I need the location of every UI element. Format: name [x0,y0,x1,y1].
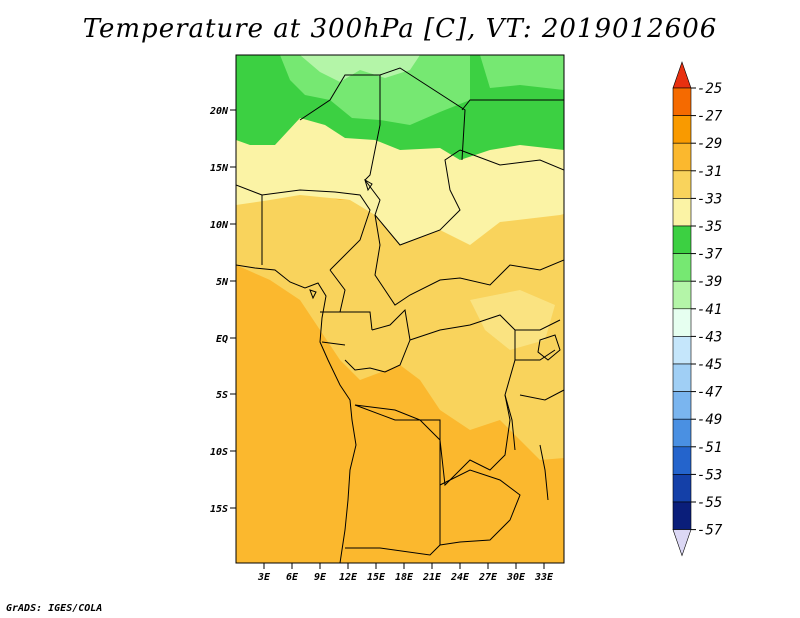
colorbar-segment [672,280,692,310]
border-libya [379,67,466,161]
colorbar-label: -43 [697,329,722,345]
border-sudan [459,99,564,171]
island-bioko [309,289,317,300]
field-yellow-mid [236,200,564,460]
colorbar-tip-bottom [672,529,692,557]
border-drc [354,314,516,487]
field-yellow-mid-2 [236,185,350,265]
lon-label: 18E [395,572,414,583]
border-congo [344,308,411,373]
lon-label: 27E [478,572,498,583]
lon-label: 21E [422,572,442,583]
field-green-mid-east [480,55,564,90]
lat-label: EQ [216,334,228,345]
lon-label: 33E [534,572,554,583]
coastline [236,264,357,563]
lake-malawi [539,444,549,501]
colorbar-segment [672,170,692,199]
colorbar: -25 -27 -29 -31 -33 -35 -37 -39 -41 -43 -45 -47 -49 -… [672,61,723,557]
lake-victoria [537,334,561,361]
lon-label: 24E [450,572,470,583]
colorbar-label: -29 [697,136,722,152]
lake-tanganyika [504,394,516,451]
field-yellow-light-east [470,290,555,350]
lon-label: 30E [506,572,526,583]
lat-label: 10S [210,447,228,458]
colorbar-segment [672,87,692,116]
footer-credit: GrADS: IGES/COLA [6,603,103,614]
lon-label: 12E [339,572,358,583]
lat-label: 15N [210,163,229,174]
lat-label: 5S [216,390,228,401]
lat-label: 5N [216,277,229,288]
border-zambia [439,469,521,546]
colorbar-segment [672,225,692,254]
colorbar-segment [672,418,692,448]
colorbar-segment [672,363,692,392]
colorbar-segment [672,391,692,420]
lat-label: 20N [209,106,229,117]
colorbar-label: -25 [697,81,722,97]
colorbar-segment [672,474,692,503]
lat-label: 15S [210,504,228,515]
map-frame [235,54,565,564]
colorbar-segment [672,115,692,144]
colorbar-label: -33 [697,191,722,207]
lon-label: 3E [257,572,271,583]
border-chad [364,149,461,246]
colorbar-segment [672,501,692,530]
colorbar-label: -31 [697,164,722,180]
colorbar-label: -45 [697,357,722,373]
map-title: Temperature at 300hPa [C], VT: 201901260… [82,14,718,44]
border-car [374,214,564,306]
lon-label: 9E [314,572,327,583]
temperature-field [236,55,564,563]
colorbar-label: -49 [697,412,722,428]
colorbar-segment [672,198,692,227]
colorbar-segment [672,308,692,337]
colorbar-label: -47 [697,385,723,401]
lat-axis [230,109,236,509]
colorbar-segment [672,253,692,282]
field-green-light [300,55,420,82]
colorbar-label: -37 [697,247,723,263]
colorbar-tip-top [672,61,692,89]
country-borders [236,67,564,563]
colorbar-label: -51 [697,440,722,456]
colorbar-label: -53 [697,467,722,483]
colorbar-label: -55 [697,495,722,511]
lat-label: 10N [210,220,229,231]
lon-label: 6E [286,572,299,583]
colorbar-segment [672,446,692,475]
colorbar-label: -27 [697,109,723,125]
lon-label: 15E [367,572,386,583]
colorbar-label: -41 [697,302,722,318]
colorbar-label: -35 [697,219,722,235]
border-east [515,319,564,401]
colorbar-segment [672,336,692,365]
colorbar-label: -57 [697,523,723,539]
border-gabon [320,311,346,346]
lake-chad [364,178,373,192]
lon-axis [263,563,545,569]
colorbar-label: -39 [697,274,722,290]
border-nigeria [261,189,371,271]
colorbar-segment [672,142,692,172]
